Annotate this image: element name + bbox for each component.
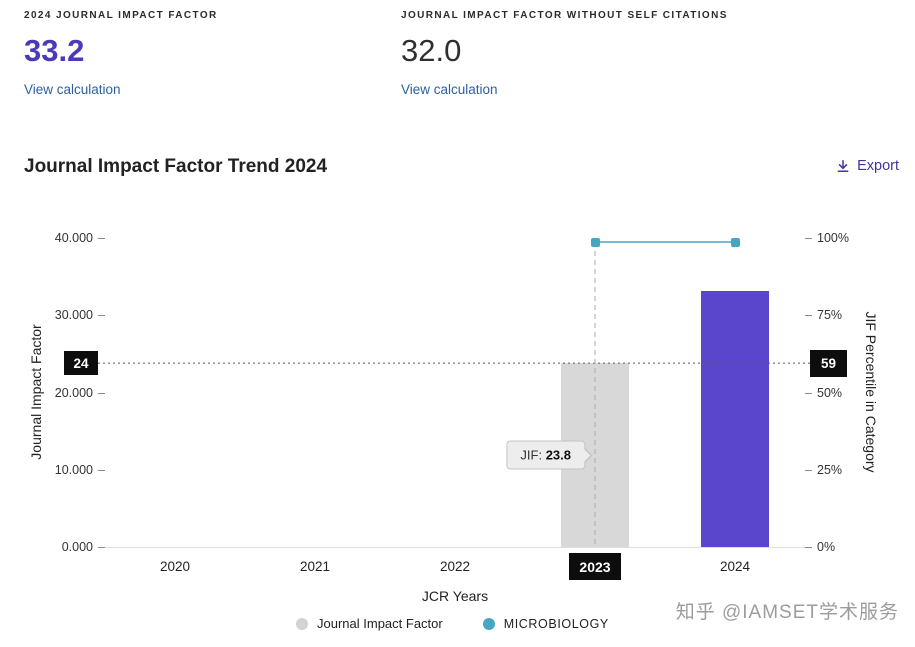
- legend-item-category: MICROBIOLOGY: [482, 616, 609, 631]
- jif-without-self-metric-value: 32.0: [401, 33, 462, 68]
- left-axis-tickmark: [98, 469, 105, 471]
- jif-tooltip-label: JIF:: [520, 447, 546, 463]
- right-axis-tick-100%: 100%: [817, 231, 849, 245]
- left-axis-tickmark: [98, 315, 105, 317]
- legend-label: Journal Impact Factor: [317, 616, 443, 631]
- right-axis-tickmark: [805, 238, 812, 239]
- right-axis-tickmark: [805, 469, 812, 471]
- jif-without-self-metric-card: JOURNAL IMPACT FACTOR WITHOUT SELF CITAT…: [401, 10, 728, 97]
- left-axis-tickmark: [98, 547, 105, 548]
- left-axis-tick-20.000: 20.000: [54, 385, 93, 400]
- jif-metric-card: 2024 JOURNAL IMPACT FACTOR 33.2 View cal…: [24, 10, 218, 97]
- jif-tooltip-value: 23.8: [545, 447, 571, 463]
- legend-dot-icon: [482, 617, 495, 630]
- export-download-icon: [837, 159, 849, 173]
- right-axis-value-callout: 59: [810, 349, 847, 377]
- left-axis-tick-30.000: 30.000: [54, 308, 93, 323]
- x-axis-label-2020: 2020: [159, 559, 191, 574]
- export-label: Export: [857, 158, 899, 174]
- export-button[interactable]: Export: [836, 158, 899, 174]
- jif-metric-label: 2024 JOURNAL IMPACT FACTOR: [24, 10, 218, 21]
- bar-2024[interactable]: [701, 290, 769, 547]
- jif-metric-value: 33.2: [24, 33, 85, 68]
- trend-section-title: Journal Impact Factor Trend 2024: [24, 156, 328, 177]
- right-axis-tick-75%: 75%: [817, 308, 843, 323]
- left-axis-tick-0.000: 0.000: [61, 540, 93, 554]
- x-axis-label-2021: 2021: [299, 559, 331, 574]
- x-axis-label-2023-highlighted[interactable]: 2023: [569, 553, 621, 580]
- x-axis-title: JCR Years: [421, 588, 489, 604]
- left-axis-tick-40.000: 40.000: [54, 231, 93, 245]
- jif-without-self-view-calculation-link[interactable]: View calculation: [401, 82, 498, 97]
- x-axis-label-2024: 2024: [719, 559, 751, 574]
- left-axis-value-callout: 24: [64, 351, 98, 376]
- jif-without-self-metric-label: JOURNAL IMPACT FACTOR WITHOUT SELF CITAT…: [401, 10, 728, 21]
- jif-view-calculation-link[interactable]: View calculation: [24, 82, 121, 97]
- percentile-marker-2023[interactable]: [590, 237, 600, 247]
- right-axis-tick-0%: 0%: [817, 540, 836, 554]
- left-axis-tick-10.000: 10.000: [54, 462, 93, 477]
- legend-label: MICROBIOLOGY: [503, 616, 609, 631]
- right-axis-tick-25%: 25%: [817, 462, 843, 477]
- right-axis-tickmark: [805, 547, 812, 548]
- right-axis-title: JIF Percentile in Category: [863, 311, 879, 473]
- percentile-marker-2024[interactable]: [730, 237, 740, 247]
- x-axis-label-2022: 2022: [439, 559, 471, 574]
- chart-legend: Journal Impact Factor MICROBIOLOGY: [296, 616, 609, 631]
- legend-item-jif: Journal Impact Factor: [296, 616, 443, 631]
- right-axis-tick-50%: 50%: [817, 385, 843, 400]
- right-axis-tickmark: [805, 315, 812, 317]
- watermark: 知乎 @IAMSET学术服务: [675, 602, 899, 623]
- left-axis-tickmark: [98, 238, 105, 239]
- jif-tooltip: JIF: 23.8: [506, 440, 585, 470]
- legend-dot-icon: [296, 617, 308, 630]
- left-axis-tickmark: [98, 392, 105, 394]
- right-axis-tickmark: [805, 392, 812, 394]
